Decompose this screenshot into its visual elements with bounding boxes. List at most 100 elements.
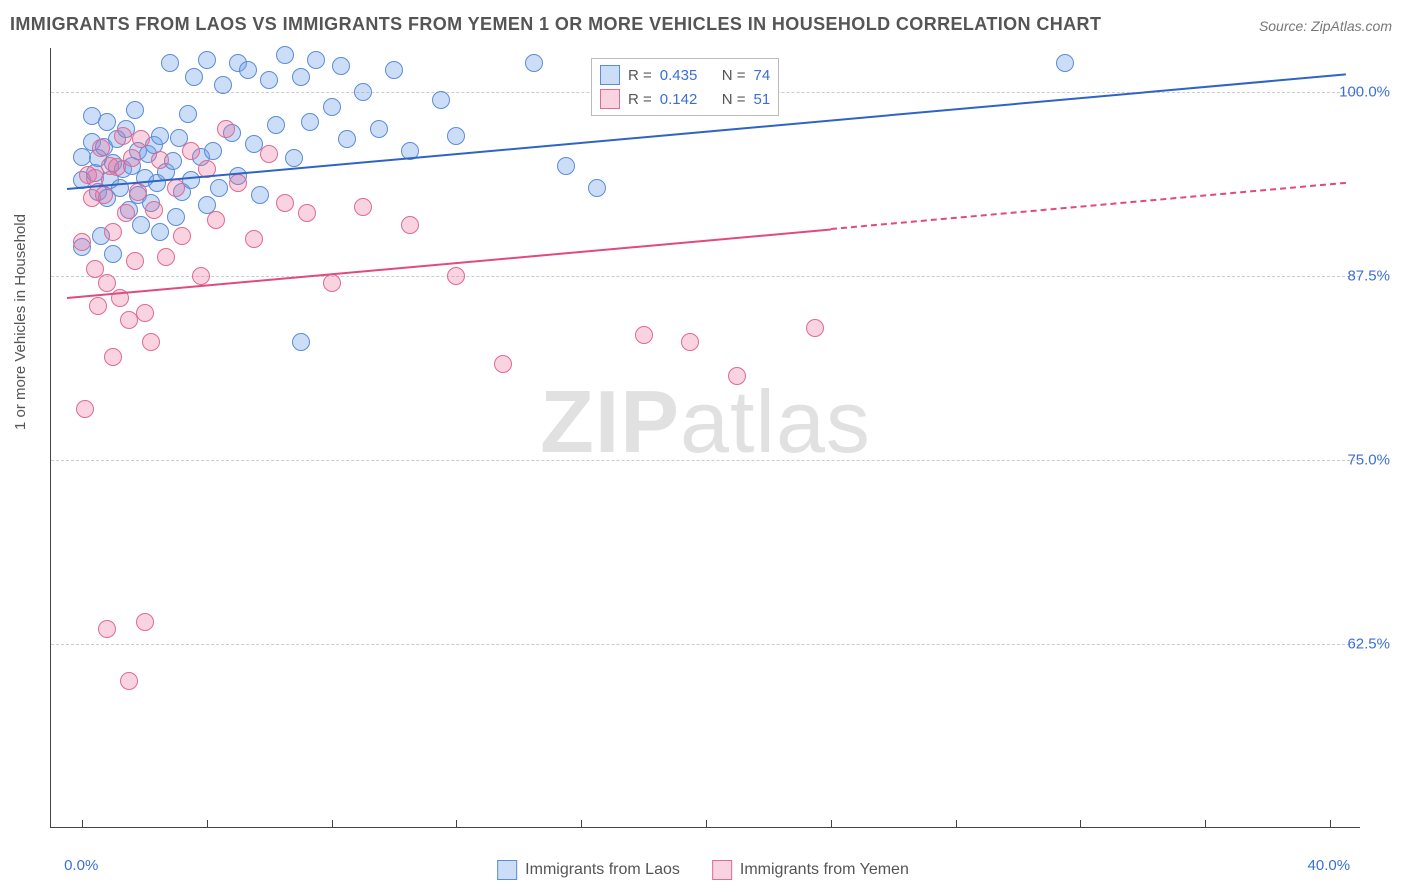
x-tick	[207, 820, 208, 828]
x-tick	[956, 820, 957, 828]
r-value: 0.435	[660, 67, 708, 84]
scatter-point-laos	[151, 223, 169, 241]
scatter-point-laos	[338, 130, 356, 148]
legend-swatch-laos	[600, 65, 620, 85]
scatter-point-yemen	[98, 620, 116, 638]
x-tick	[1080, 820, 1081, 828]
chart-title: IMMIGRANTS FROM LAOS VS IMMIGRANTS FROM …	[10, 14, 1101, 35]
x-tick	[1205, 820, 1206, 828]
scatter-point-laos	[198, 51, 216, 69]
y-tick-label: 87.5%	[1347, 268, 1390, 285]
gridline-horizontal	[51, 460, 1360, 461]
scatter-point-laos	[111, 179, 129, 197]
scatter-point-yemen	[104, 223, 122, 241]
scatter-point-yemen	[323, 274, 341, 292]
scatter-point-laos	[251, 186, 269, 204]
scatter-point-laos	[307, 51, 325, 69]
scatter-point-laos	[332, 57, 350, 75]
r-label: R =	[628, 91, 652, 108]
scatter-point-laos	[204, 142, 222, 160]
scatter-point-yemen	[157, 248, 175, 266]
scatter-point-laos	[588, 179, 606, 197]
source-label: Source: ZipAtlas.com	[1259, 18, 1392, 34]
y-axis-label: 1 or more Vehicles in Household	[12, 214, 29, 430]
scatter-point-yemen	[73, 233, 91, 251]
scatter-point-laos	[385, 61, 403, 79]
scatter-point-yemen	[229, 174, 247, 192]
scatter-point-yemen	[173, 227, 191, 245]
scatter-plot-area: ZIPatlas R =0.435N =74R =0.142N =51	[50, 48, 1360, 828]
scatter-point-yemen	[494, 355, 512, 373]
scatter-point-laos	[182, 171, 200, 189]
scatter-point-yemen	[126, 252, 144, 270]
scatter-point-laos	[447, 127, 465, 145]
scatter-point-yemen	[192, 267, 210, 285]
scatter-point-yemen	[298, 204, 316, 222]
scatter-point-laos	[301, 113, 319, 131]
legend-stat-row-yemen: R =0.142N =51	[600, 87, 770, 111]
scatter-point-yemen	[217, 120, 235, 138]
scatter-point-laos	[292, 333, 310, 351]
scatter-point-yemen	[401, 216, 419, 234]
x-tick	[456, 820, 457, 828]
scatter-point-laos	[323, 98, 341, 116]
gridline-horizontal	[51, 276, 1360, 277]
x-tick-label: 0.0%	[64, 857, 98, 874]
scatter-point-yemen	[145, 201, 163, 219]
scatter-point-laos	[132, 216, 150, 234]
scatter-point-laos	[1056, 54, 1074, 72]
legend-label: Immigrants from Laos	[525, 861, 680, 879]
scatter-point-yemen	[117, 204, 135, 222]
legend-swatch-laos	[497, 860, 517, 880]
scatter-point-yemen	[354, 198, 372, 216]
y-tick-label: 62.5%	[1347, 636, 1390, 653]
scatter-point-yemen	[104, 348, 122, 366]
scatter-point-laos	[126, 101, 144, 119]
watermark: ZIPatlas	[540, 371, 871, 473]
scatter-point-laos	[292, 68, 310, 86]
scatter-point-yemen	[114, 127, 132, 145]
scatter-point-yemen	[447, 267, 465, 285]
n-value: 74	[754, 67, 771, 84]
scatter-point-yemen	[95, 186, 113, 204]
x-tick	[332, 820, 333, 828]
scatter-point-laos	[370, 120, 388, 138]
scatter-point-laos	[239, 61, 257, 79]
scatter-point-laos	[161, 54, 179, 72]
r-label: R =	[628, 67, 652, 84]
scatter-point-yemen	[151, 151, 169, 169]
scatter-point-laos	[432, 91, 450, 109]
legend-item-laos: Immigrants from Laos	[497, 860, 680, 880]
scatter-point-yemen	[132, 130, 150, 148]
scatter-point-yemen	[86, 169, 104, 187]
scatter-point-laos	[104, 245, 122, 263]
y-tick-label: 100.0%	[1339, 84, 1390, 101]
scatter-point-yemen	[142, 333, 160, 351]
n-label: N =	[722, 67, 746, 84]
scatter-point-laos	[525, 54, 543, 72]
scatter-point-yemen	[681, 333, 699, 351]
gridline-horizontal	[51, 644, 1360, 645]
r-value: 0.142	[660, 91, 708, 108]
y-tick-label: 75.0%	[1347, 452, 1390, 469]
scatter-point-laos	[98, 113, 116, 131]
scatter-point-yemen	[260, 145, 278, 163]
scatter-point-yemen	[182, 142, 200, 160]
x-tick	[831, 820, 832, 828]
scatter-point-yemen	[129, 183, 147, 201]
regression-line	[831, 182, 1346, 230]
scatter-point-yemen	[207, 211, 225, 229]
scatter-point-yemen	[86, 260, 104, 278]
legend-item-yemen: Immigrants from Yemen	[712, 860, 909, 880]
scatter-point-yemen	[276, 194, 294, 212]
scatter-point-yemen	[635, 326, 653, 344]
scatter-point-laos	[260, 71, 278, 89]
legend-stats-box: R =0.435N =74R =0.142N =51	[591, 58, 779, 116]
scatter-point-laos	[179, 105, 197, 123]
x-tick-label: 40.0%	[1308, 857, 1351, 874]
scatter-point-yemen	[728, 367, 746, 385]
scatter-point-laos	[285, 149, 303, 167]
scatter-point-yemen	[136, 304, 154, 322]
x-tick	[581, 820, 582, 828]
scatter-point-laos	[167, 208, 185, 226]
